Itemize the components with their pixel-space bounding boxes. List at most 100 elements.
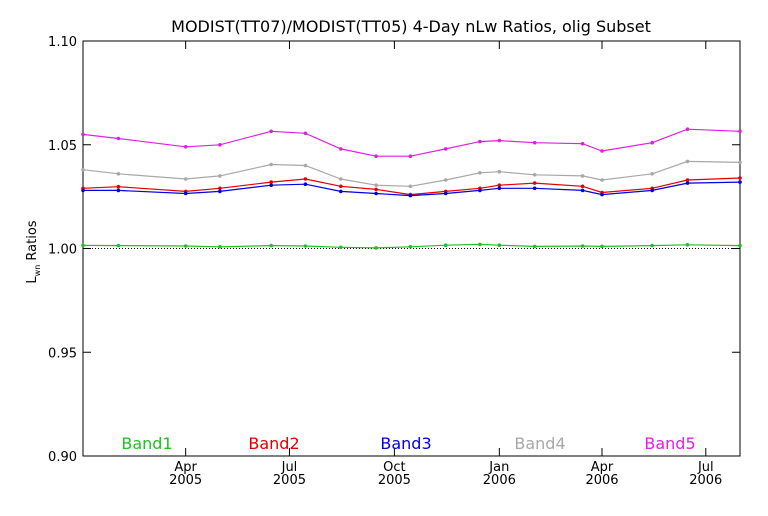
data-point-band3 [183,191,188,196]
data-point-band1 [339,245,343,250]
y-tick-label: 0.95 [48,346,77,361]
data-point-band5 [303,131,308,136]
data-point-band1 [532,244,537,249]
data-point-band5 [478,139,482,144]
data-point-band3 [738,180,742,184]
data-point-band4 [497,169,502,174]
data-point-band2 [218,186,222,191]
data-point-band1 [374,246,378,250]
data-point-band1 [497,243,502,247]
data-point-band5 [738,129,742,134]
legend-item-band5: Band5 [644,434,695,453]
data-point-band5 [81,132,85,137]
data-point-band3 [685,181,690,185]
x-tick-label-month: Jul [281,460,298,475]
chart-title: MODIST(TT07)/MODIST(TT05) 4-Day nLw Rati… [171,17,651,36]
data-point-band5 [339,147,343,151]
data-point-band5 [218,143,222,147]
data-point-band4 [183,177,188,181]
data-point-band5 [443,147,448,151]
data-point-band5 [497,138,502,143]
data-point-band2 [580,184,585,189]
series-line-band2 [82,177,741,196]
data-point-band5 [685,127,690,131]
data-point-band4 [269,162,274,167]
data-point-band2 [738,176,742,180]
data-point-band3 [116,188,121,193]
data-point-band5 [580,141,585,146]
data-point-band5 [650,140,654,145]
series-line-band4 [82,160,741,187]
data-point-band4 [218,174,222,178]
data-point-band4 [81,167,85,172]
y-tick-label: 1.00 [48,243,77,258]
data-point-band1 [685,243,690,247]
data-point-band5 [269,129,274,134]
y-tick-label: 0.90 [48,450,77,465]
data-point-band3 [269,183,274,187]
data-point-band1 [478,242,482,247]
data-point-band3 [339,189,343,194]
x-tick-label-month: Oct [383,460,405,475]
data-point-band5 [600,149,604,153]
data-point-band5 [408,154,413,158]
y-tick-label: 1.10 [48,35,77,50]
data-point-band4 [600,178,604,182]
data-point-band1 [218,245,222,249]
data-point-band2 [532,181,537,185]
data-point-band3 [478,188,482,193]
data-point-band1 [600,244,604,249]
data-point-band3 [497,186,502,191]
data-point-band5 [374,154,378,158]
data-point-band4 [443,178,448,182]
x-tick-label-year: 2006 [689,473,722,488]
data-point-band4 [650,172,654,176]
data-point-band4 [374,183,378,187]
series-line-band1 [82,243,741,249]
data-point-band2 [497,183,502,187]
data-point-band3 [81,188,85,193]
axes-layer: 1.101.051.000.950.90Apr2005Jul2005Oct200… [48,35,740,488]
x-tick-label-year: 2006 [585,473,618,488]
legend-item-band1: Band1 [121,434,172,453]
data-point-band3 [303,182,308,186]
x-tick-label-month: Apr [591,460,614,475]
data-point-band1 [738,243,742,248]
data-point-band3 [650,188,654,193]
series-line-band5 [82,128,741,157]
data-point-band1 [580,244,585,248]
x-tick-label-month: Jul [697,460,714,475]
legend-item-band2: Band2 [248,434,299,453]
data-point-band4 [685,159,690,164]
x-tick-label-year: 2005 [169,473,202,488]
y-axis-label-main: L [25,276,40,284]
data-point-band4 [303,163,308,168]
data-point-band3 [443,191,448,196]
data-point-band2 [374,187,378,192]
x-tick-label-year: 2006 [483,473,516,488]
data-point-band2 [303,177,308,181]
data-point-band1 [443,243,448,247]
data-point-band3 [600,192,604,197]
data-point-band2 [269,180,274,184]
data-point-band4 [116,172,121,176]
data-point-band4 [408,184,413,189]
data-point-band5 [532,140,537,145]
x-tick-label-year: 2005 [378,473,411,488]
data-point-band3 [580,188,585,193]
legend-item-band3: Band3 [380,434,431,453]
series-line-band3 [83,181,741,197]
legend-item-band4: Band4 [514,434,565,453]
data-point-band2 [685,178,690,182]
data-point-band3 [374,191,378,196]
data-point-band1 [303,244,308,248]
data-point-band1 [81,243,85,248]
x-tick-label-month: Jan [488,460,509,475]
data-point-band4 [478,171,482,175]
data-point-band3 [218,189,222,194]
data-point-band4 [580,174,585,178]
data-point-band1 [116,243,121,248]
data-point-band4 [738,160,742,165]
